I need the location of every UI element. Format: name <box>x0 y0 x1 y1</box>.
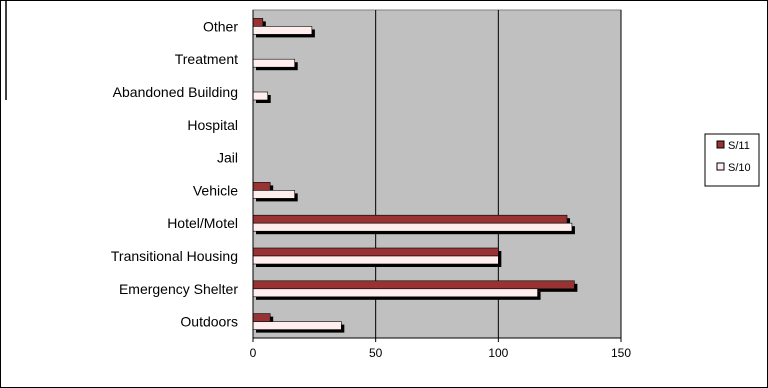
category-label: Transitional Housing <box>111 248 238 264</box>
bar-s-11 <box>252 214 568 224</box>
legend: S/11 S/10 <box>704 133 760 187</box>
bar-s-11 <box>252 182 271 191</box>
bar-s-11 <box>252 18 264 27</box>
legend-label: S/11 <box>728 140 750 152</box>
bar-s-11 <box>252 247 499 257</box>
category-label: Hospital <box>187 117 238 133</box>
bar-s-10 <box>252 321 342 330</box>
category-label: Outdoors <box>180 314 238 330</box>
bar-s-10 <box>252 288 538 298</box>
category-label: Hotel/Motel <box>167 215 238 231</box>
bar-s-10 <box>252 190 296 199</box>
bars <box>252 18 578 333</box>
x-tick-label: 150 <box>611 346 631 360</box>
bar-s-10 <box>252 222 573 232</box>
category-label: Emergency Shelter <box>119 281 238 297</box>
category-label: Vehicle <box>193 182 238 198</box>
bar-s-10 <box>252 91 269 101</box>
category-label: Abandoned Building <box>113 84 238 100</box>
x-tick-label: 50 <box>369 346 383 360</box>
bar-s-11 <box>252 313 271 322</box>
bar-s-11 <box>252 280 575 290</box>
x-tick-label: 100 <box>488 346 508 360</box>
category-label: Jail <box>217 150 238 166</box>
legend-swatch <box>716 140 725 149</box>
legend-box <box>704 133 760 187</box>
category-labels: Outdoors Emergency Shelter Transitional Ho… <box>111 18 238 329</box>
x-axis: 0 50 100 150 <box>250 10 631 360</box>
bar-s-10 <box>252 255 499 265</box>
category-label: Treatment <box>175 51 238 67</box>
legend-swatch <box>716 162 725 171</box>
x-tick-label: 0 <box>250 346 257 360</box>
legend-label: S/10 <box>728 162 751 174</box>
bar-s-10 <box>252 26 313 35</box>
bar-s-10 <box>252 58 296 68</box>
category-label: Other <box>203 18 238 34</box>
